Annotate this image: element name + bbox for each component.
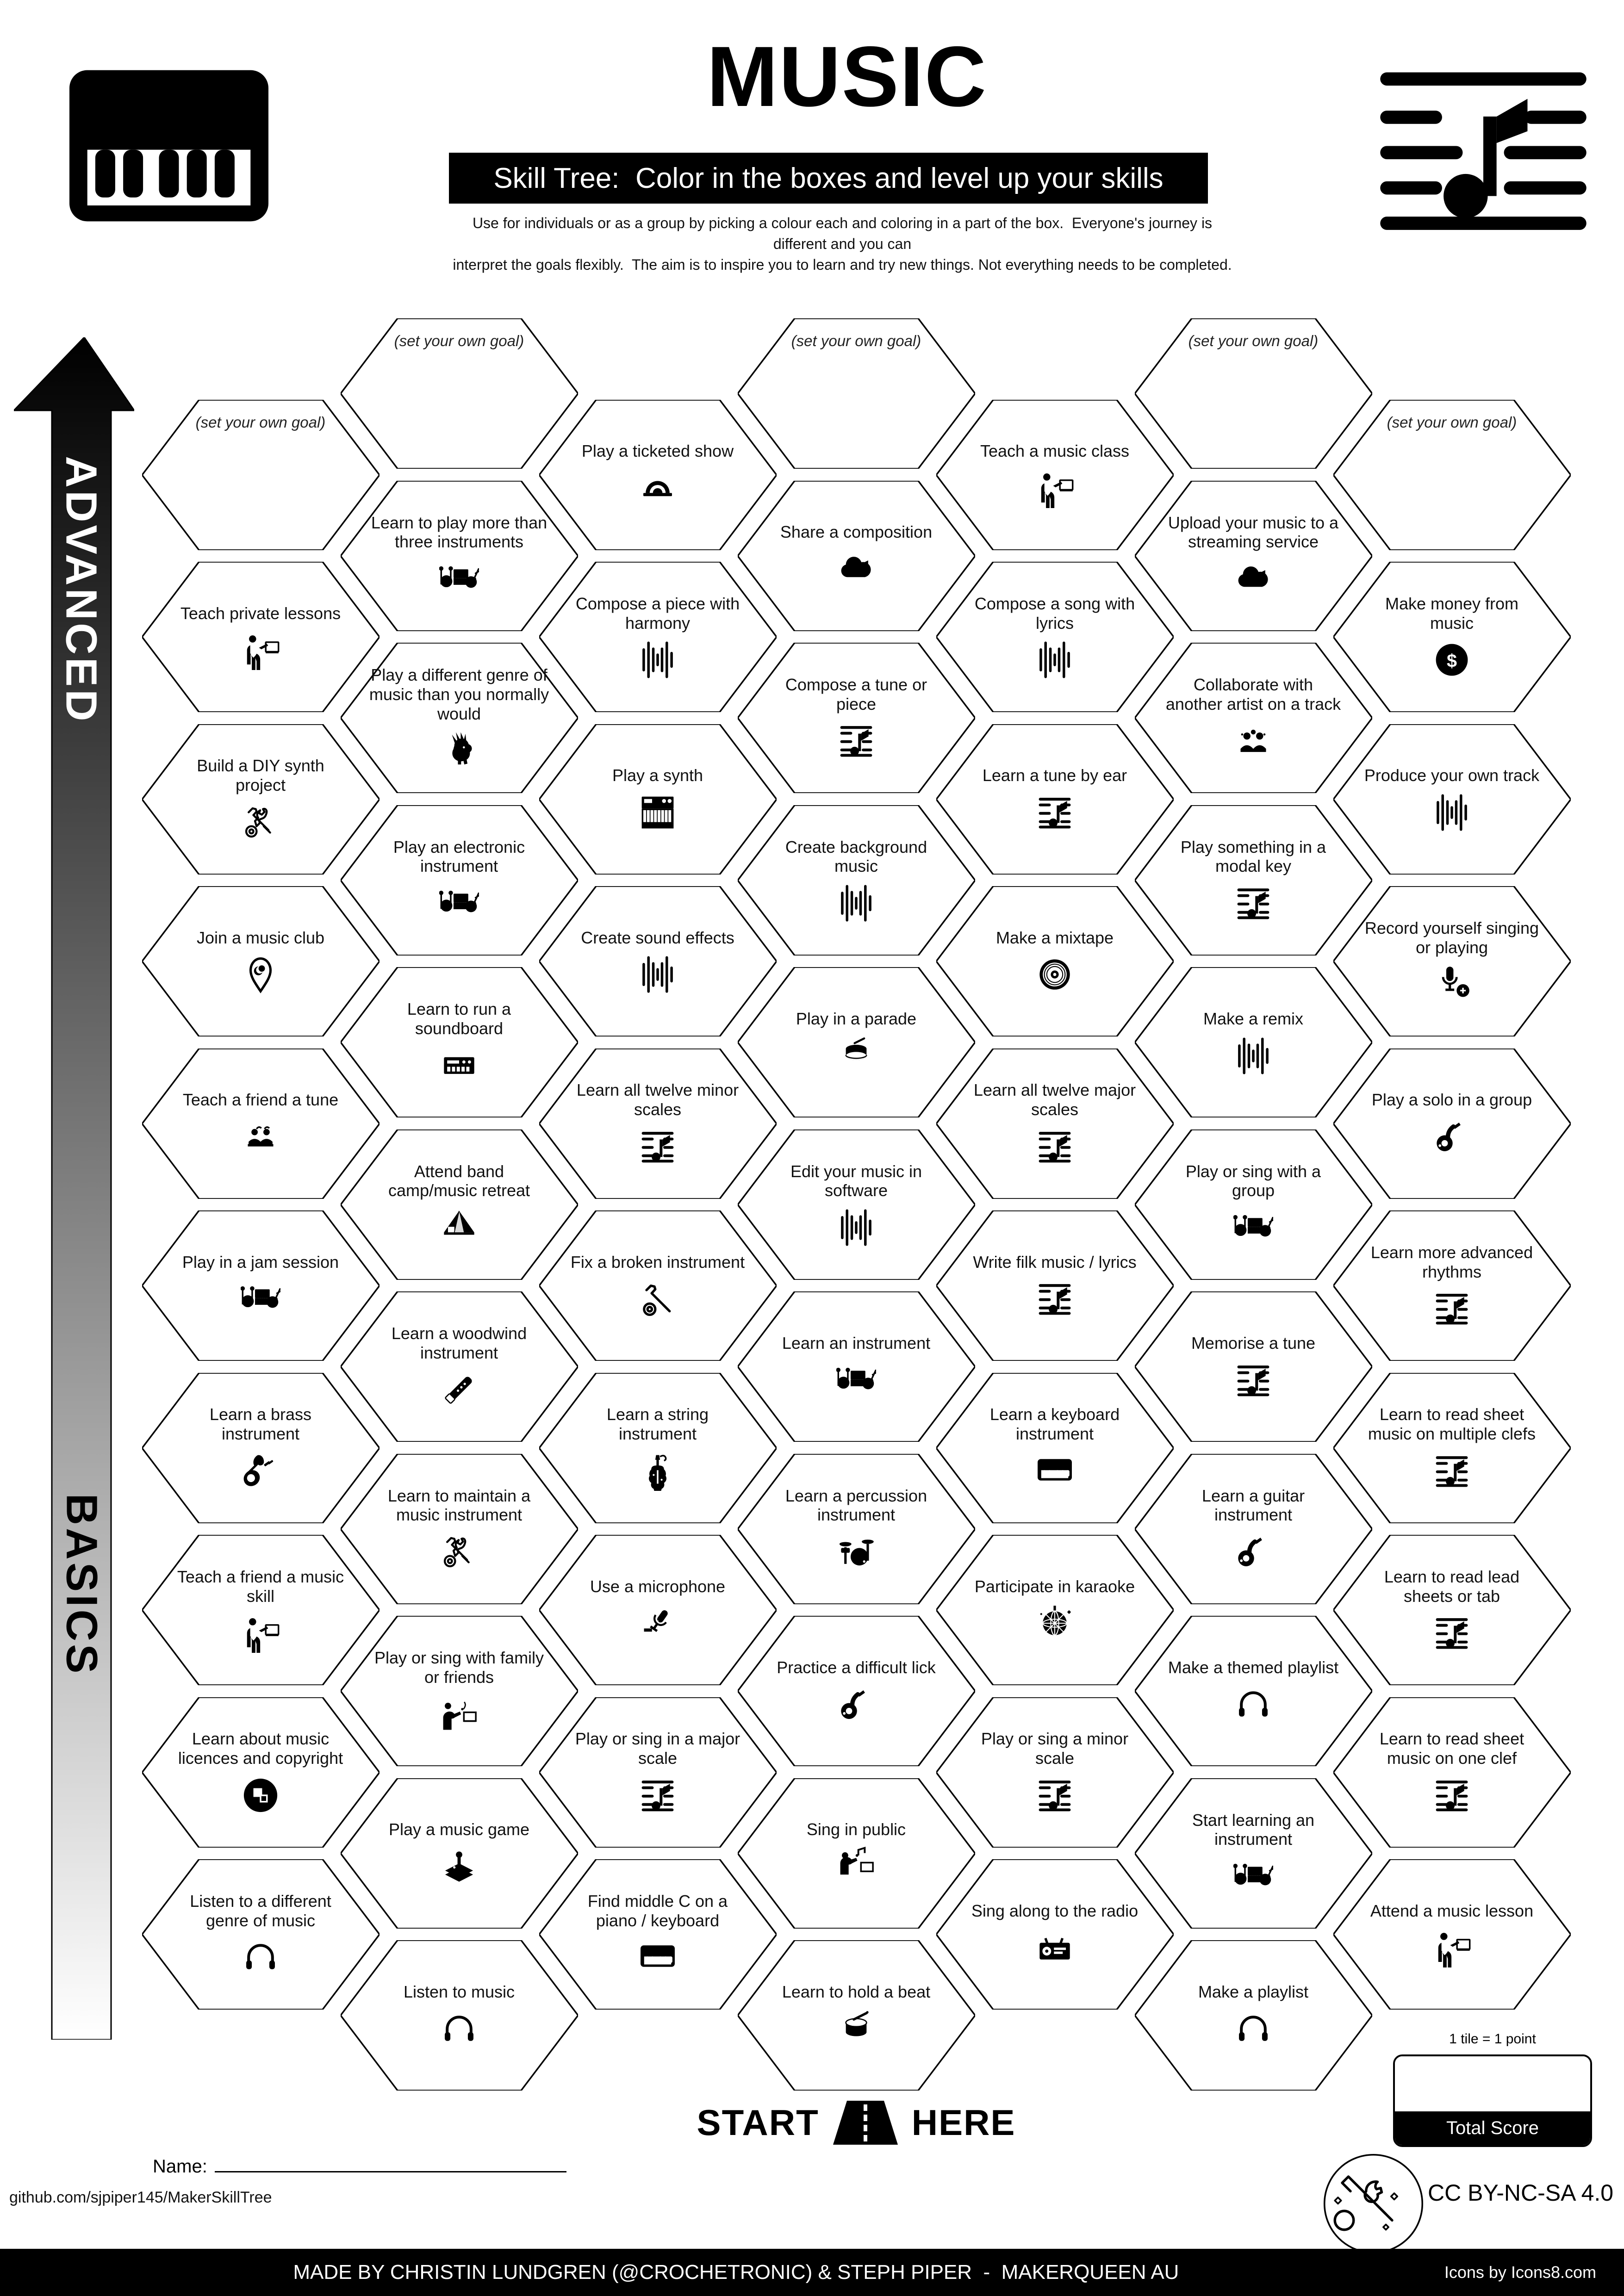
svg-text:$: $	[1447, 651, 1457, 671]
